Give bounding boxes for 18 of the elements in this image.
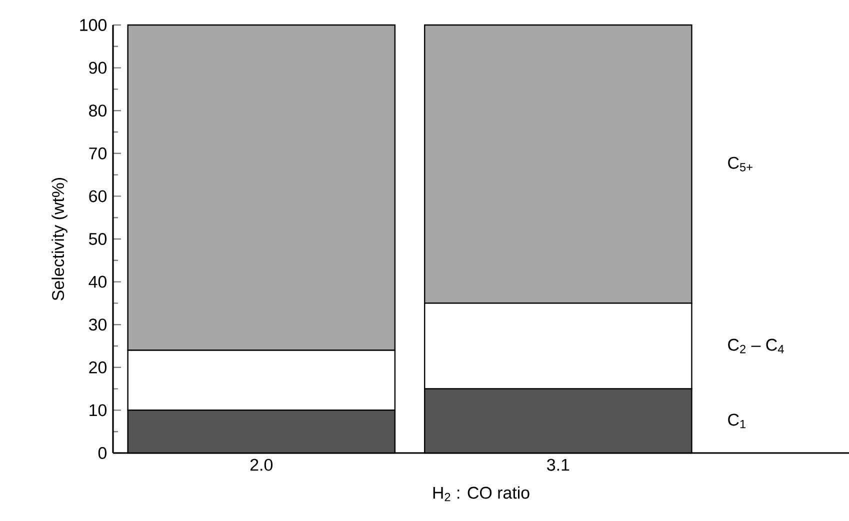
y-tick-label: 80 (89, 104, 106, 117)
y-axis-title: Selectivity (wt%) (52, 178, 68, 300)
y-tick-label: 90 (89, 62, 106, 74)
x-tick-label: 2.0 (250, 458, 273, 471)
y-tick-label: 50 (88, 233, 106, 245)
y-tick-label: 60 (89, 190, 106, 202)
y-tick-label: 40 (88, 276, 106, 288)
y-tick-label: 20 (89, 361, 106, 374)
text: C$_{2}$ – C$_{4}$ (728, 338, 784, 354)
y-tick-label: 10 (90, 404, 106, 416)
x-axis-title: H$_{2}$ : CO ratio (433, 486, 530, 502)
y-tick-label: 30 (88, 318, 106, 331)
x-tick-label: 3.1 (547, 458, 570, 471)
text: C$_{1}$ (728, 414, 746, 428)
y-tick-label: 100 (80, 19, 106, 31)
y-tick-label: 70 (89, 147, 106, 160)
y-tick-label: 0 (98, 447, 107, 459)
text: C$_{5+}$ (728, 156, 752, 172)
